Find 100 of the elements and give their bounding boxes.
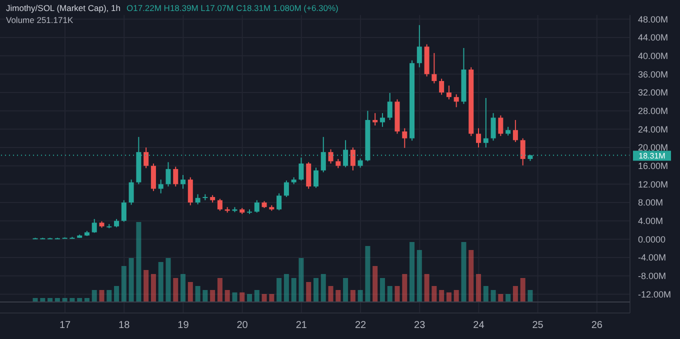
candlestick: [520, 138, 526, 166]
bar: [498, 294, 504, 302]
bar: [202, 290, 208, 302]
bar: [106, 290, 112, 302]
bar: [128, 258, 134, 302]
bar: [320, 274, 326, 302]
candlestick: [173, 166, 178, 187]
x-tick-label: 17: [59, 320, 72, 332]
y-tick-label: -4.00M: [638, 252, 666, 263]
bar: [520, 278, 526, 302]
bar: [150, 274, 156, 302]
candlestick: [358, 158, 363, 168]
bar: [387, 286, 392, 302]
bar: [166, 258, 171, 302]
candlestick: [350, 146, 356, 171]
bar: [210, 290, 216, 302]
y-tick-label: 16.00M: [638, 161, 668, 172]
bar: [313, 278, 318, 302]
x-tick-label: 24: [473, 320, 485, 332]
bar: [284, 274, 289, 302]
candlestick: [128, 179, 134, 206]
chart-title: Jimothy/SOL (Market Cap), 1h: [6, 3, 120, 13]
bar: [528, 290, 533, 302]
bar: [298, 258, 304, 302]
candlestick: [150, 163, 156, 192]
y-tick-label: -8.00M: [638, 271, 666, 282]
y-tick-label: 44.00M: [638, 32, 668, 43]
bar: [254, 290, 260, 302]
bar: [136, 222, 142, 302]
text: O17.22M H18.39M L17.07M C18.31M 1.080M (+6.30%): [126, 3, 338, 13]
bar: [365, 246, 370, 302]
bar: [439, 290, 444, 302]
x-tick-label: 21: [296, 320, 308, 332]
bar: [461, 242, 466, 302]
candlestick: [372, 112, 378, 126]
candlestick: [92, 218, 97, 234]
bar: [454, 290, 459, 302]
candlestick: [144, 146, 149, 169]
candlestick: [328, 148, 334, 164]
bar: [446, 292, 452, 302]
candlestick: [454, 94, 459, 108]
bar: [306, 282, 312, 302]
x-tick-label: 26: [591, 320, 603, 332]
x-tick-label: 18: [118, 320, 130, 332]
bar: [114, 286, 120, 302]
candlestick: [380, 112, 385, 128]
y-tick-label: 4.00M: [638, 216, 664, 226]
x-tick-label: 25: [532, 320, 544, 332]
candlestick: [313, 167, 318, 188]
bar: [372, 266, 378, 302]
candlestick: [439, 78, 444, 96]
bar: [358, 290, 363, 302]
bar: [195, 286, 200, 302]
candlestick: [254, 200, 260, 214]
candlestick: [432, 52, 437, 84]
candlestick: [284, 180, 289, 198]
bar: [468, 250, 474, 302]
candlestick: [195, 194, 200, 205]
bar: [291, 278, 296, 302]
x-tick-label: 23: [414, 320, 426, 332]
y-tick-label: 36.00M: [638, 69, 668, 80]
candlestick: [188, 176, 193, 206]
x-tick-label: 20: [236, 320, 248, 332]
bar: [217, 278, 222, 302]
candlestick: [402, 128, 408, 148]
candlestick: [121, 200, 126, 222]
bar: [180, 274, 186, 302]
y-tick-label: 0.0000: [638, 234, 666, 244]
candlestick: [276, 192, 282, 211]
bar: [276, 278, 282, 302]
y-tick-label: 12.00M: [638, 179, 668, 190]
bar: [476, 274, 482, 302]
candlestick: [476, 128, 482, 148]
candlestick: [217, 198, 222, 212]
x-tick-label: 22: [354, 320, 367, 332]
bar: [416, 250, 422, 302]
bar: [121, 266, 126, 302]
bar: [512, 286, 518, 302]
bar: [380, 278, 385, 302]
y-tick-label: 24.00M: [638, 124, 668, 134]
bar: [232, 292, 238, 302]
candlestick: [498, 114, 504, 137]
bar: [92, 290, 97, 302]
candlestick: [166, 162, 171, 187]
y-tick-label: 8.00M: [638, 198, 664, 208]
bar: [240, 292, 245, 302]
candlestick: [306, 162, 312, 190]
bar: [269, 294, 274, 302]
y-tick-label: 28.00M: [638, 106, 668, 116]
x-tick-label: 19: [178, 320, 190, 332]
bar: [173, 278, 178, 302]
candlestick: [490, 112, 496, 142]
bar: [343, 278, 348, 302]
bar: [506, 294, 511, 302]
candlestick: [298, 157, 304, 182]
bar: [432, 286, 437, 302]
candlestick: [158, 179, 164, 194]
bar: [336, 290, 341, 302]
bar: [247, 294, 252, 302]
candlestick: [336, 158, 341, 169]
